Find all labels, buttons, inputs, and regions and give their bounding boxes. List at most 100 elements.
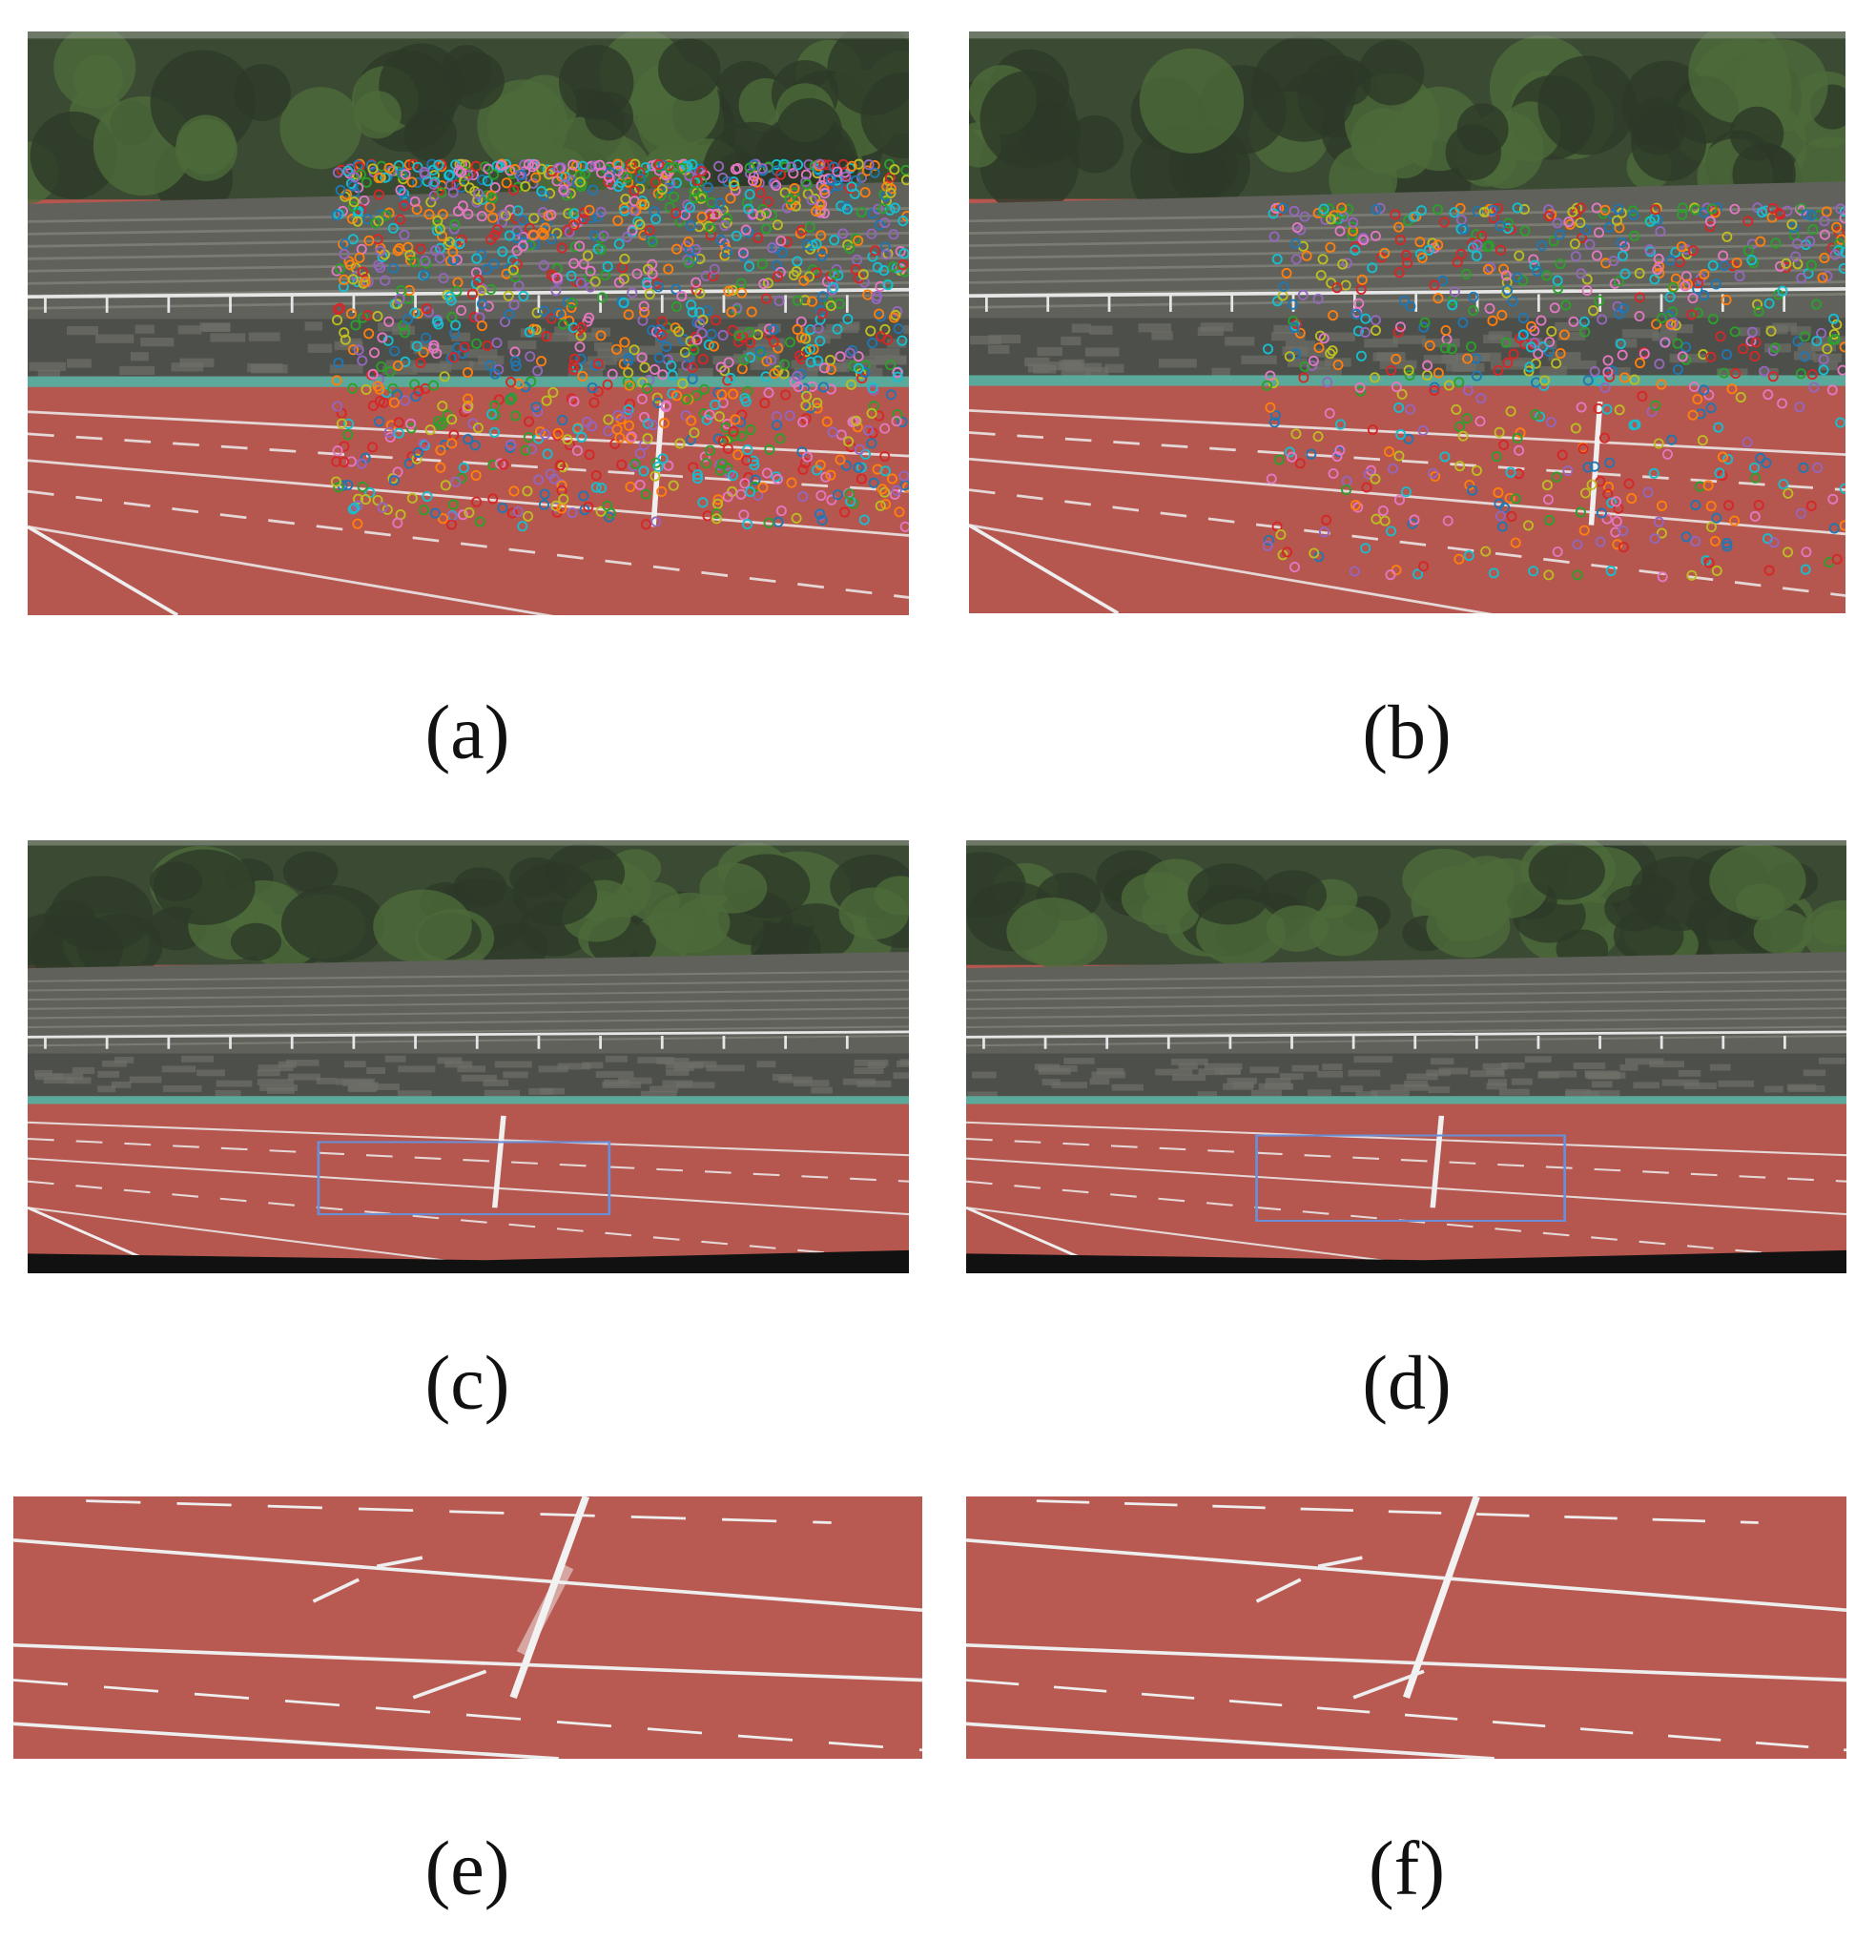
feature-point [382,335,394,346]
feature-point [1512,202,1523,214]
feature-point [1839,483,1845,494]
feature-point [1575,506,1586,518]
stone [1565,1088,1591,1096]
feature-point [1619,268,1631,279]
foliage [966,852,1026,918]
feature-point [784,410,795,422]
feature-point [803,158,814,171]
feature-point [819,188,831,199]
feature-point [736,287,748,299]
feature-point [1677,351,1688,362]
stone [340,338,362,347]
feature-point [1729,203,1741,215]
feature-point [476,211,487,222]
feature-point [472,422,484,434]
stone [1340,1085,1363,1092]
stone [1584,1090,1620,1098]
stone [461,1074,498,1082]
stone [1379,360,1417,369]
feature-point [1284,446,1295,458]
feature-point [1393,450,1405,462]
stone [603,1079,630,1086]
feature-point [583,501,594,513]
photo [13,1496,922,1759]
feature-point [1763,298,1775,309]
feature-point [1313,342,1325,354]
stone [457,1065,486,1073]
steps [28,1034,909,1047]
kerb [966,1096,1846,1104]
stone [1621,329,1660,339]
feature-point [517,240,528,252]
feature-point [815,230,827,241]
feature-point [891,416,902,427]
stone [988,334,1021,344]
feature-point [899,521,909,532]
feature-point [1721,294,1732,306]
feature-point [835,351,846,362]
stone [1158,359,1197,368]
feature-point [372,381,383,392]
feature-point [784,337,795,348]
feature-point [1544,514,1556,526]
feature-point [863,159,875,171]
feature-point [1692,394,1703,405]
stone [791,360,825,369]
feature-point [634,183,646,195]
feature-point [772,473,784,485]
stone [1422,338,1460,348]
feature-point [768,323,779,336]
stone [1438,1067,1469,1075]
feature-point [650,516,662,527]
stone [856,1080,892,1087]
feature-point [1416,252,1428,263]
feature-point [595,244,608,256]
steps [28,244,909,260]
stone [67,1077,92,1084]
feature-point [869,160,880,172]
feature-point [1611,516,1622,527]
feature-point [867,251,878,262]
feature-point [1458,223,1470,236]
feature-point [429,245,442,257]
stone [677,367,713,378]
steps [966,1034,1846,1047]
feature-point [647,268,658,279]
feature-point [1783,487,1794,499]
feature-point [471,338,483,349]
feature-point [759,398,771,409]
feature-point [1495,244,1507,256]
feature-point [576,321,588,333]
feature-point [623,403,634,416]
feature-point [1454,461,1466,472]
feature-point [373,374,384,385]
feature-point [1331,282,1343,294]
feature-point [335,184,346,196]
feature-point [498,459,509,470]
feature-point [1670,247,1681,258]
feature-point [389,345,401,357]
stone [1285,340,1315,350]
feature-point [1325,348,1336,360]
stone [162,1085,202,1092]
feature-point [685,336,696,347]
stone [794,1080,830,1087]
feature-point [451,285,463,297]
feature-point [625,433,636,444]
feature-point [649,176,661,188]
feature-point [412,161,423,173]
stone [1482,1063,1508,1070]
feature-point [855,368,867,380]
feature-point [1496,521,1508,532]
feature-point [1595,536,1606,547]
feature-point [731,230,742,241]
feature-point [1405,403,1416,415]
stone [1059,360,1082,369]
feature-point [1265,370,1276,382]
feature-point [1417,424,1429,436]
feature-point [797,417,809,428]
feature-point [487,459,499,470]
feature-point [470,469,482,481]
stone [896,1061,909,1067]
feature-point [563,208,574,219]
